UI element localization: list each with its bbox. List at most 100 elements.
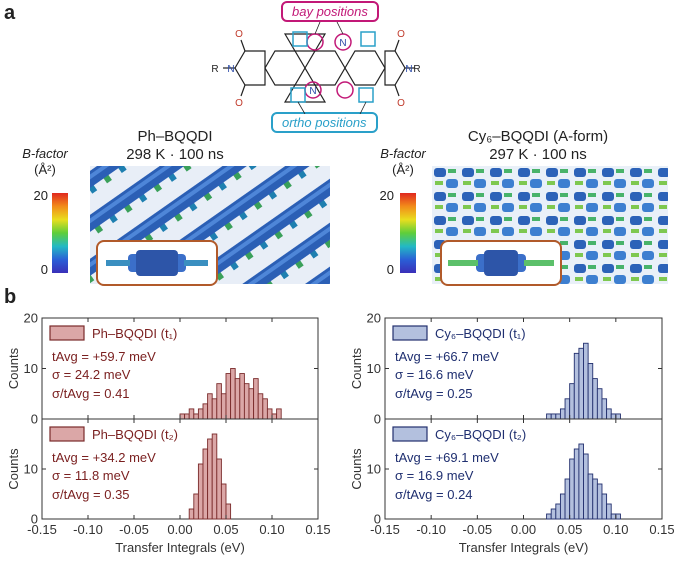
nitrogen-label: N [227,64,234,75]
stat-sigma: σ = 16.6 meV [395,367,474,382]
ring-left [264,50,306,86]
x-tick-label: -0.05 [119,522,149,537]
histogram-bar [211,398,218,420]
histogram-bar [569,458,575,520]
histogram-bar [230,368,236,420]
legend-swatch [392,426,428,442]
y-axis-label: Counts [349,347,364,389]
bfactor-colorbar [52,193,68,273]
histogram-bar [573,448,580,520]
histogram-bar [550,413,557,420]
y-tick-label: 10 [367,361,381,376]
histogram-bar [606,503,612,520]
y-tick-label: 0 [374,512,381,527]
histogram-bar [587,473,594,520]
histogram-bar [559,408,566,420]
histogram-bar [179,413,186,420]
ortho-marker [360,31,376,47]
histogram-bar [216,458,222,520]
histogram-bar [615,413,621,420]
x-tick-label: 0.05 [213,522,238,537]
histogram-bar [555,503,561,520]
x-tick-label: 0.15 [649,522,674,537]
histogram-bar [193,413,199,420]
bay-positions-label: bay positions [281,1,379,22]
ph-molecule-inset [96,240,218,286]
left-structure-title: Ph–BQQDI [137,128,213,145]
y-axis-label: Counts [349,448,364,490]
histogram-bar [592,478,598,520]
ph-molecule-render [106,250,208,276]
x-tick-label: -0.05 [463,522,493,537]
x-tick-label: 0.10 [259,522,284,537]
y-tick-label: 0 [31,512,38,527]
histogram-bar [555,413,561,420]
legend-swatch [49,325,85,341]
stat-ratio: σ/tAvg = 0.41 [52,386,130,401]
legend-swatch [392,325,428,341]
panel-a-letter: a [4,2,16,24]
histogram-bar [606,408,612,420]
histogram-bar [225,503,232,520]
colorbar-min-tick: 0 [386,262,394,277]
oxygen-label: O [397,29,405,40]
histogram-bar [239,373,245,420]
stat-tavg: tAvg = +34.2 meV [52,450,156,465]
r-group-label: R [211,64,218,75]
histogram-bar [211,433,218,520]
chart-cy_t1: 0 10 20 Counts Cy₆–BQQDI (t₁) tAvg = +66.7 me… [349,311,663,427]
histogram-bar [184,413,190,420]
stat-ratio: σ/tAvg = 0.25 [395,386,473,401]
stat-sigma: σ = 16.9 meV [395,468,474,483]
nitrogen-label: N [339,38,346,49]
histogram-bar [610,413,617,420]
x-tick-label: 0.00 [511,522,536,537]
chart-ph_t1: 0 10 20 Counts Ph–BQQDI (t₁) tAvg = +59.7 meV… [6,311,319,427]
stat-tavg: tAvg = +69.1 meV [395,450,499,465]
bay-marker [336,81,354,99]
histogram-bar [188,508,195,520]
x-tick-label: -0.15 [370,522,400,537]
chart-ph_t2: 0 10 -0.15 -0.10 -0.05 0.00 0.05 0.10 0.15 Transf… [6,418,331,555]
colorbar-min-tick: 0 [40,262,48,277]
molecule-diagram: O O O O N N N N R R [211,22,420,114]
histogram-panels: 0 10 20 Counts Ph–BQQDI (t₁) tAvg = +59.7 meV… [6,311,674,556]
x-tick-label: 0.15 [305,522,330,537]
y-axis-label: Counts [6,347,21,389]
ring-center-left [304,50,346,86]
right-structure-condition: 297 K · 100 ns [489,146,587,163]
histogram-bar [546,513,552,520]
nitrogen-label: N [405,64,412,75]
x-tick-label: 0.00 [167,522,192,537]
histogram-bar [220,483,227,520]
x-tick-label: -0.10 [416,522,446,537]
histogram-bar [601,493,608,520]
stat-ratio: σ/tAvg = 0.24 [395,487,473,502]
histogram-bar [276,408,282,420]
ortho-positions-label: ortho positions [271,112,378,133]
stat-tavg: tAvg = +66.7 meV [395,349,499,364]
chart-cy_t2: 0 10 -0.15 -0.10 -0.05 0.00 0.05 0.10 0.15 Transf… [349,418,674,555]
oxygen-label: O [235,29,243,40]
y-tick-label: 0 [31,412,38,427]
histogram-bar [253,378,259,420]
histogram-bar [546,413,552,420]
histogram-bar [610,513,617,520]
legend-label: Cy₆–BQQDI (t₁) [435,326,526,341]
histogram-bar [266,408,273,420]
legend-swatch [49,426,85,442]
histogram-bar [188,408,195,420]
histogram-bar [257,393,264,420]
stat-tavg: tAvg = +59.7 meV [52,349,156,364]
bfactor-label-left: B-factor (Å²) [22,146,68,177]
histogram-bar [550,508,557,520]
colorbar-max-tick: 20 [379,188,394,203]
x-axis-label: Transfer Integrals (eV) [459,540,589,555]
ortho-marker [292,31,308,47]
histogram-bar [601,398,608,420]
legend-label: Ph–BQQDI (t₁) [92,326,177,341]
ring-right [344,50,386,86]
histogram-bar [564,478,571,520]
histogram-bar [615,513,621,520]
histogram-bar [271,413,278,420]
